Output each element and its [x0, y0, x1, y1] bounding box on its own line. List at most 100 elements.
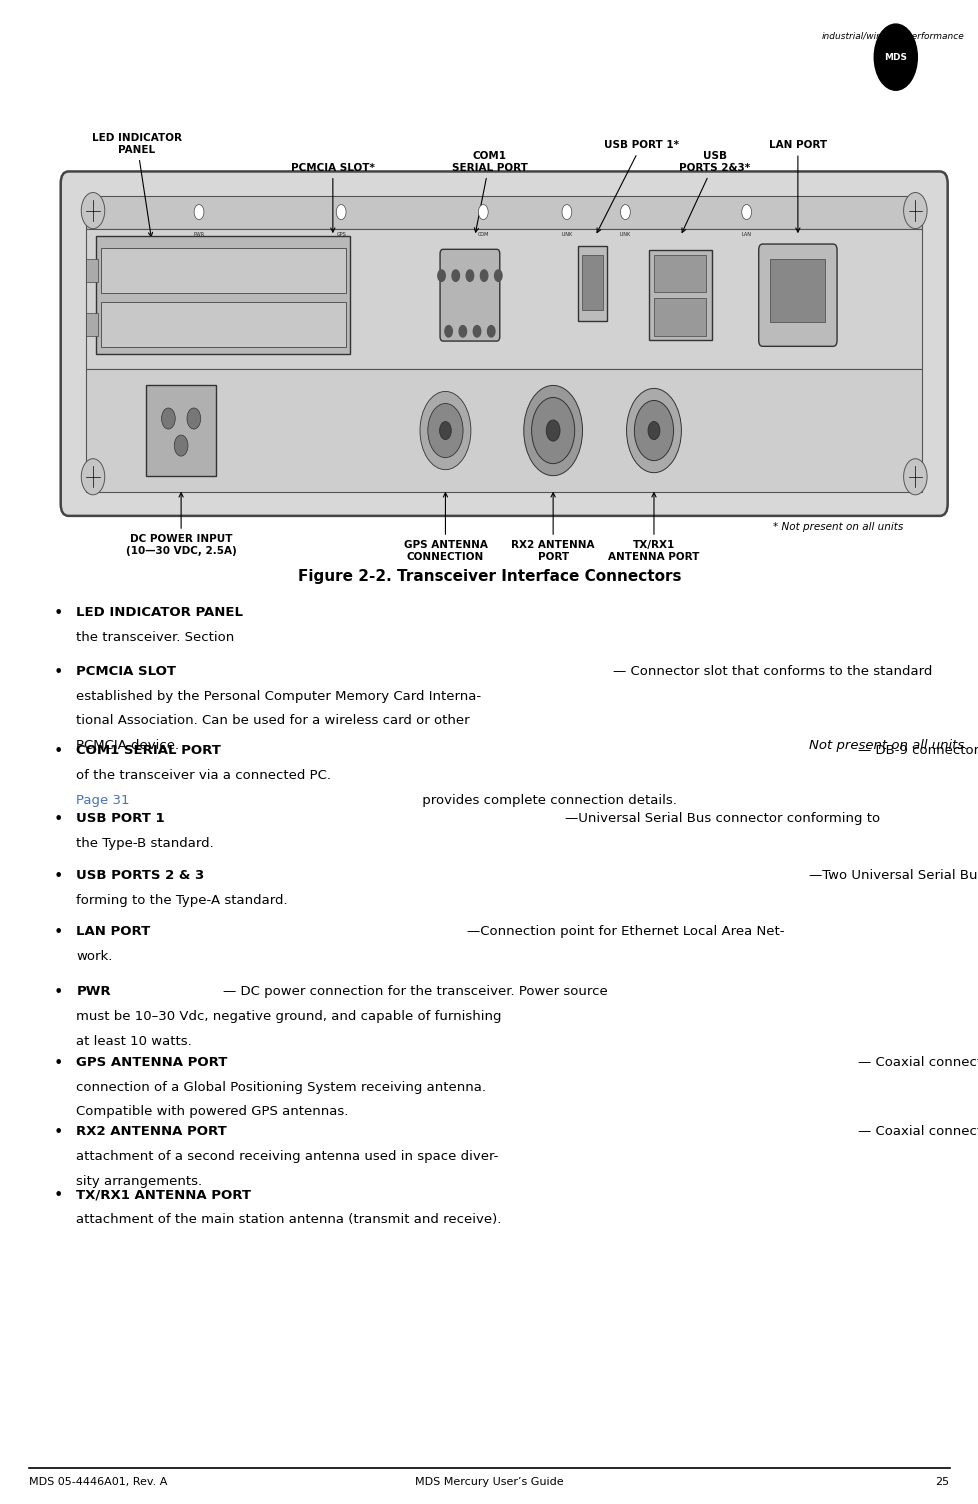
FancyBboxPatch shape: [758, 244, 836, 346]
Circle shape: [531, 397, 574, 463]
Circle shape: [487, 325, 495, 337]
Text: industrial/wireless/performance: industrial/wireless/performance: [821, 32, 963, 41]
Text: MDS Mercury User’s Guide: MDS Mercury User’s Guide: [415, 1477, 563, 1487]
Text: •: •: [54, 869, 64, 884]
Bar: [101, 302, 345, 347]
Text: TX/RX1
ANTENNA PORT: TX/RX1 ANTENNA PORT: [607, 493, 699, 561]
Text: DC POWER INPUT
(10—30 VDC, 2.5A): DC POWER INPUT (10—30 VDC, 2.5A): [125, 493, 237, 555]
Bar: [581, 254, 602, 310]
Text: — DB-9 connector used for management: — DB-9 connector used for management: [857, 744, 978, 758]
Text: LED INDICATOR
PANEL: LED INDICATOR PANEL: [92, 134, 182, 236]
Text: the Type-B standard.: the Type-B standard.: [76, 836, 218, 850]
Circle shape: [81, 459, 105, 495]
Circle shape: [873, 24, 916, 90]
Text: —Two Universal Serial Bus connectors con-: —Two Universal Serial Bus connectors con…: [808, 869, 978, 883]
Text: Page 31: Page 31: [76, 794, 130, 808]
Text: USB PORT 1*: USB PORT 1*: [597, 140, 678, 233]
Text: established by the Personal Computer Memory Card Interna-: established by the Personal Computer Mem…: [76, 689, 481, 702]
FancyBboxPatch shape: [61, 171, 947, 516]
Circle shape: [187, 408, 200, 429]
Text: USB
PORTS 2&3*: USB PORTS 2&3*: [679, 152, 749, 233]
Bar: [101, 248, 345, 293]
Bar: [770, 259, 824, 322]
Text: Compatible with powered GPS antennas.: Compatible with powered GPS antennas.: [76, 1105, 348, 1119]
Circle shape: [903, 193, 926, 229]
Text: tional Association. Can be used for a wireless card or other: tional Association. Can be used for a wi…: [76, 714, 469, 728]
Text: — Coaxial connector (TNC-type) for: — Coaxial connector (TNC-type) for: [857, 1125, 978, 1139]
Circle shape: [903, 459, 926, 495]
Circle shape: [523, 385, 582, 475]
Text: — Connector slot that conforms to the standard: — Connector slot that conforms to the st…: [613, 665, 932, 678]
Text: PWR: PWR: [194, 232, 204, 236]
Text: LAN: LAN: [741, 232, 751, 236]
Text: GPS ANTENNA PORT: GPS ANTENNA PORT: [76, 1056, 228, 1069]
Text: provides complete connection details.: provides complete connection details.: [418, 794, 677, 808]
Text: connection of a Global Positioning System receiving antenna.: connection of a Global Positioning Syste…: [76, 1080, 486, 1093]
Circle shape: [194, 205, 203, 220]
Text: at least 10 watts.: at least 10 watts.: [76, 1035, 192, 1048]
Text: 25: 25: [935, 1477, 949, 1487]
Text: PCMCIA SLOT*: PCMCIA SLOT*: [290, 162, 375, 232]
Text: LAN PORT: LAN PORT: [768, 140, 826, 232]
Text: •: •: [54, 1125, 64, 1140]
Text: must be 10–30 Vdc, negative ground, and capable of furnishing: must be 10–30 Vdc, negative ground, and …: [76, 1011, 502, 1023]
Text: LAN PORT: LAN PORT: [76, 925, 151, 938]
Circle shape: [620, 205, 630, 220]
Bar: [577, 245, 606, 320]
Circle shape: [480, 269, 487, 281]
Circle shape: [444, 325, 452, 337]
Text: •: •: [54, 1056, 64, 1071]
Circle shape: [459, 325, 467, 337]
Text: RX2 ANTENNA PORT: RX2 ANTENNA PORT: [76, 1125, 227, 1139]
Text: attachment of the main station antenna (transmit and receive).: attachment of the main station antenna (…: [76, 1212, 501, 1226]
Bar: [86, 370, 921, 492]
Text: COM1 SERIAL PORT: COM1 SERIAL PORT: [76, 744, 221, 758]
Circle shape: [439, 421, 451, 439]
Circle shape: [420, 391, 470, 469]
Text: PCMCIA SLOT: PCMCIA SLOT: [76, 665, 176, 678]
Text: GPS ANTENNA
CONNECTION: GPS ANTENNA CONNECTION: [403, 493, 487, 561]
Text: PWR: PWR: [76, 985, 111, 999]
Circle shape: [466, 269, 473, 281]
Circle shape: [546, 420, 559, 441]
Bar: [86, 313, 98, 335]
Circle shape: [478, 205, 488, 220]
Text: work.: work.: [76, 951, 112, 963]
Circle shape: [626, 388, 681, 472]
Bar: [647, 250, 711, 340]
Text: attachment of a second receiving antenna used in space diver-: attachment of a second receiving antenna…: [76, 1149, 498, 1163]
Text: — Coaxial connector (SMA-type) for: — Coaxial connector (SMA-type) for: [857, 1056, 978, 1069]
Text: forming to the Type-A standard.: forming to the Type-A standard.: [76, 893, 292, 907]
Text: LINK: LINK: [560, 232, 572, 236]
Circle shape: [161, 408, 175, 429]
Text: —Universal Serial Bus connector conforming to: —Universal Serial Bus connector conformi…: [564, 812, 879, 826]
Bar: [146, 385, 216, 475]
FancyBboxPatch shape: [439, 250, 499, 341]
Text: the transceiver. Section: the transceiver. Section: [76, 632, 239, 644]
Text: Not present on all units.: Not present on all units.: [808, 738, 967, 752]
Text: Figure 2-2. Transceiver Interface Connectors: Figure 2-2. Transceiver Interface Connec…: [297, 569, 681, 584]
Text: •: •: [54, 1188, 64, 1203]
Text: USB PORT 1: USB PORT 1: [76, 812, 165, 826]
Text: — DC power connection for the transceiver. Power source: — DC power connection for the transceive…: [223, 985, 607, 999]
Text: •: •: [54, 925, 64, 940]
Circle shape: [427, 403, 463, 457]
Bar: [86, 259, 98, 281]
Circle shape: [452, 269, 459, 281]
Text: •: •: [54, 606, 64, 621]
Text: •: •: [54, 985, 64, 1000]
Text: GPS: GPS: [335, 232, 345, 236]
Bar: [86, 229, 921, 370]
Text: —Connection point for Ethernet Local Area Net-: —Connection point for Ethernet Local Are…: [467, 925, 783, 938]
Bar: [653, 298, 705, 335]
Circle shape: [81, 193, 105, 229]
Text: sity arrangements.: sity arrangements.: [76, 1175, 202, 1188]
Circle shape: [174, 435, 188, 456]
Text: •: •: [54, 665, 64, 680]
Text: * Not present on all units: * Not present on all units: [773, 522, 903, 532]
Circle shape: [634, 400, 673, 460]
Bar: [86, 196, 921, 229]
Circle shape: [494, 269, 502, 281]
Circle shape: [472, 325, 480, 337]
Text: COM: COM: [477, 232, 488, 236]
